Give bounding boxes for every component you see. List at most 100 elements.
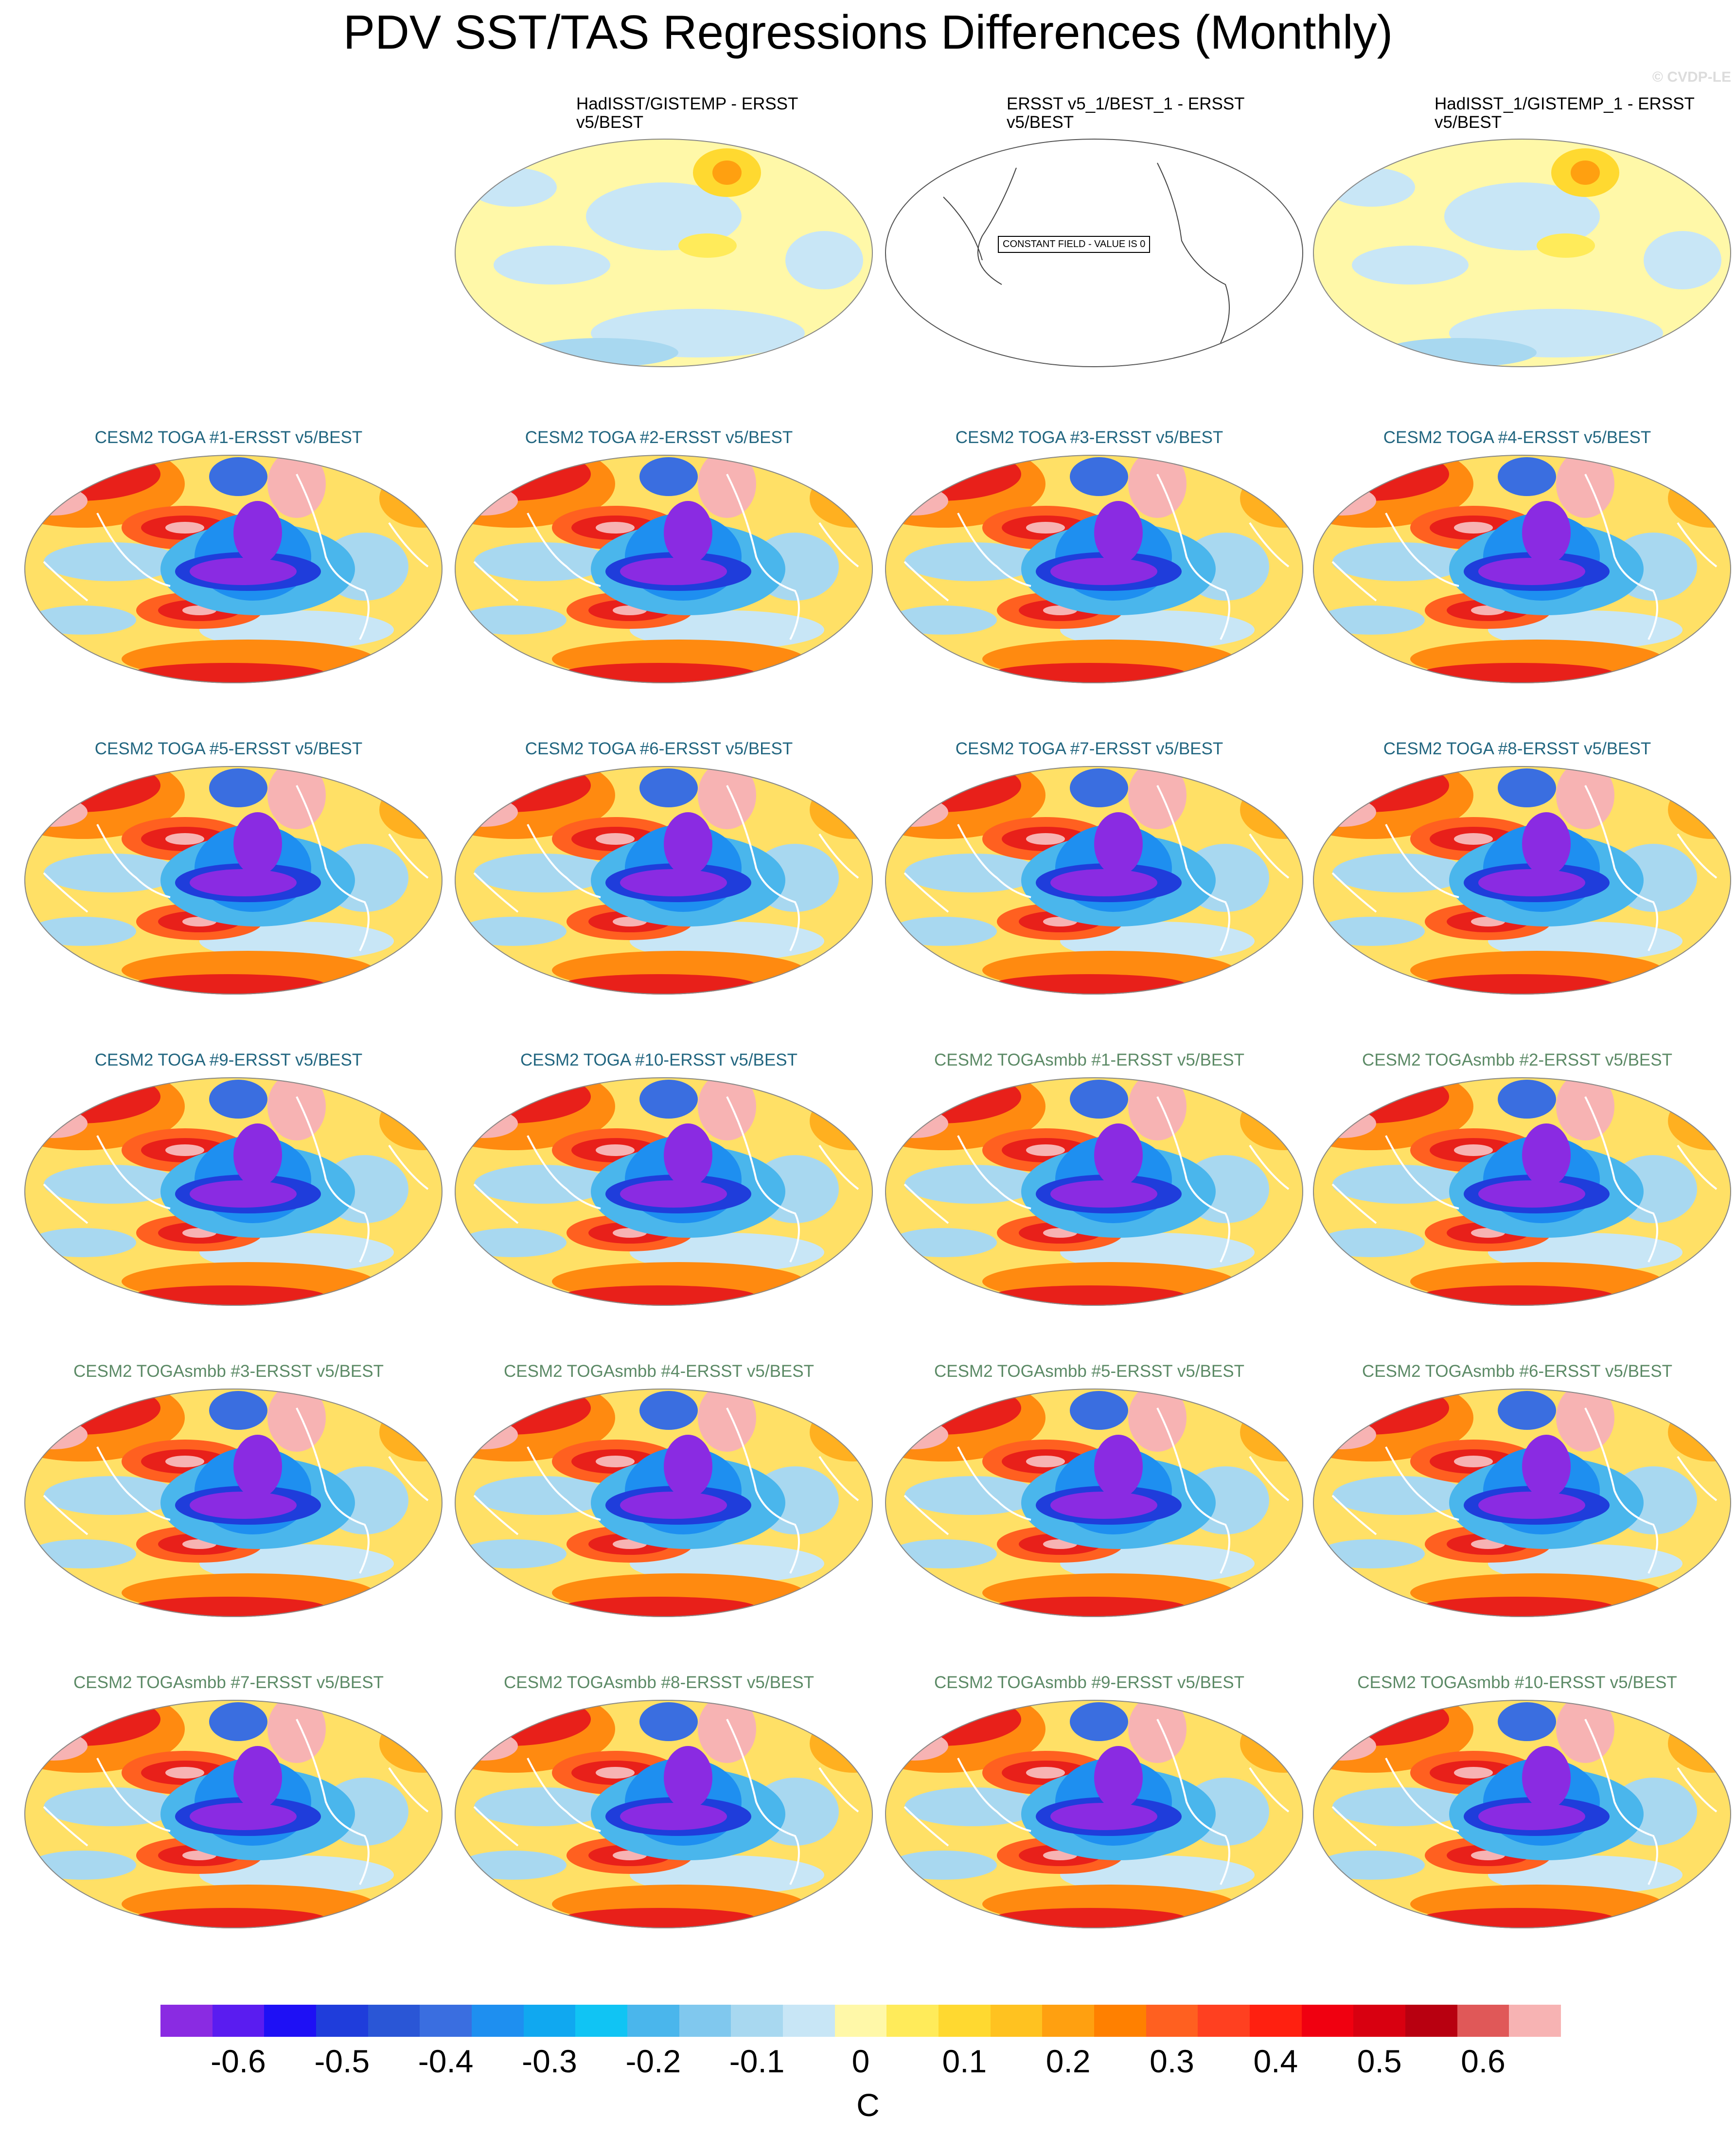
map-outline [885,766,1303,995]
map-contour-region [1318,917,1425,946]
map-outline [24,766,443,995]
map-contour-region [992,663,1187,683]
map-contour-region [890,1539,997,1568]
map-contour-region [474,1165,610,1204]
map-contour-region [1094,501,1143,564]
map-contour-region [1498,1391,1556,1430]
map-contour-region [1070,457,1128,496]
colorbar-swatch [731,2005,783,2037]
map-contour-region [1454,1767,1493,1779]
map-contour-region [1420,1597,1614,1617]
map-contour-region [698,1700,756,1763]
map-panel: CESM2 TOGA #4-ERSST v5/BEST [1303,428,1731,725]
coastline [943,162,1230,343]
coastline [1331,1096,1718,1263]
map-contour-region [698,1389,756,1452]
map-contour-region [190,869,297,896]
colorbar-tick-label: 0.1 [942,2043,987,2079]
map-contour-region [1522,501,1571,564]
map-contour-region [904,1787,1041,1826]
map-contour-region [1522,1123,1571,1187]
map-contour-region [904,1476,1041,1515]
map-contour-region [1128,455,1187,518]
colorbar-swatch [834,2005,887,2037]
map-panel: CESM2 TOGAsmbb #4-ERSST v5/BEST [445,1362,873,1658]
map-contour-region [1498,1080,1556,1119]
map-panel: CESM2 TOGA #9-ERSST v5/BEST [15,1051,443,1347]
colorbar-tick-label: 0.6 [1461,2043,1506,2079]
map-contour-region [474,542,610,581]
colorbar-swatch [783,2005,835,2037]
map-contour-region [562,1285,756,1306]
map-contour-region [1556,766,1614,829]
map-contour-region [131,1597,326,1617]
map-contour-region [1026,833,1065,845]
map-contour-region [1498,457,1556,496]
regression-map [24,455,443,683]
map-panel: CESM2 TOGA #8-ERSST v5/BEST [1303,739,1731,1036]
colorbar-tick-label: -0.5 [314,2043,370,2079]
panel-title: CESM2 TOGAsmbb #9-ERSST v5/BEST [934,1673,1244,1692]
regression-map [455,139,873,367]
map-contour-region [29,917,136,946]
map-contour-region [1332,1165,1469,1204]
map-contour-region [1050,869,1157,896]
map-contour-region [209,1080,267,1119]
colorbar-tick-label: -0.4 [418,2043,474,2079]
map-contour-region [1318,1228,1425,1257]
map-contour-region [1328,168,1415,207]
panel-title: ERSST v5_1/BEST_1 - ERSST v5/BEST [1007,94,1244,132]
map-contour-region [209,1391,267,1430]
colorbar-tick-label: -0.1 [729,2043,785,2079]
map-contour-region [131,1908,326,1928]
map-contour-region [209,768,267,807]
map-contour-region [190,558,297,585]
map-contour-region [1070,768,1128,807]
colorbar-swatch [1094,2005,1146,2037]
map-contour-region [474,1476,610,1515]
colorbar-swatch [1509,2005,1561,2037]
panel-title: CESM2 TOGAsmbb #2-ERSST v5/BEST [1362,1051,1672,1069]
map-contour-region [1070,1080,1128,1119]
map-outline [1313,139,1731,367]
map-outline [455,1700,873,1928]
panel-title: CESM2 TOGA #3-ERSST v5/BEST [955,428,1223,447]
map-contour-region [1026,1767,1065,1779]
colorbar-swatch [886,2005,939,2037]
map-contour-region [233,1435,282,1498]
colorbar-swatch [472,2005,524,2037]
map-contour-region [620,558,727,585]
colorbar-swatch [420,2005,472,2037]
regression-map [455,1389,873,1617]
map-contour-region [562,974,756,995]
map-contour-region [267,1077,326,1140]
panel-title: CESM2 TOGA #1-ERSST v5/BEST [94,428,363,447]
regression-map [1313,766,1731,995]
map-contour-region [131,974,326,995]
map-outline [24,455,443,683]
colorbar-tick-label: 0 [851,2043,870,2079]
colorbar-swatch [523,2005,576,2037]
map-contour-region [1478,1180,1585,1208]
map-contour-region [562,1597,756,1617]
map-contour-region [131,663,326,683]
coastline [903,1719,1290,1885]
colorbar-swatch [1301,2005,1354,2037]
map-contour-region [639,1080,698,1119]
map-panel: CESM2 TOGA #10-ERSST v5/BEST [445,1051,873,1347]
map-contour-region [474,1787,610,1826]
constant-field-label: CONSTANT FIELD - VALUE IS 0 [998,236,1151,253]
panel-title: CESM2 TOGAsmbb #4-ERSST v5/BEST [504,1362,814,1381]
map-contour-region [1318,1851,1425,1880]
map-contour-region [785,231,863,289]
coastline [473,474,859,640]
map-outline [885,1389,1303,1617]
map-contour-region [190,1803,297,1830]
coastline [43,1096,429,1263]
map-contour-region [1026,522,1065,534]
map-panel: HadISST/GISTEMP - ERSST v5/BEST [445,95,873,392]
map-panel: CESM2 TOGAsmbb #8-ERSST v5/BEST [445,1673,873,1970]
map-contour-region [1478,1492,1585,1519]
map-contour-region [267,1700,326,1763]
map-contour-region [1381,338,1537,367]
